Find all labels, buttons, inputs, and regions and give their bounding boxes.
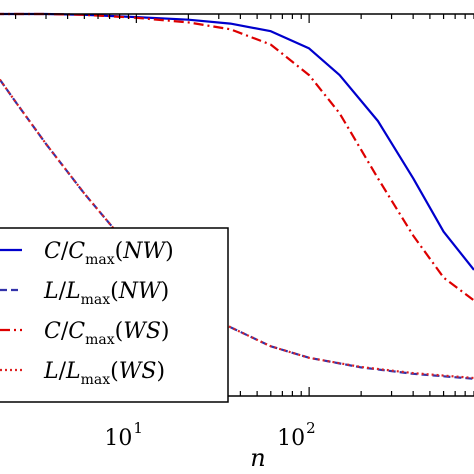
x-tick-label-1: 10 1	[104, 419, 143, 451]
x-tick-label-2: 10 2	[277, 419, 316, 451]
legend-label-1: C/Cmax(NW)	[44, 239, 174, 268]
x-axis-label: n	[250, 444, 265, 472]
series-line-3	[0, 12, 474, 302]
x-tick-base: 10	[104, 426, 132, 451]
legend: C/Cmax(NW) L/Lmax(NW) C/Cmax(WS) L/Lmax(WS)	[0, 227, 229, 403]
x-tick-exponent: 2	[306, 419, 316, 437]
legend-label-3: C/Cmax(WS)	[44, 319, 170, 348]
legend-box	[0, 227, 229, 403]
legend-label-2: L/Lmax(NW)	[43, 279, 169, 308]
legend-label-4: L/Lmax(WS)	[43, 359, 165, 388]
x-tick-base: 10	[277, 426, 305, 451]
x-tick-exponent: 1	[133, 419, 143, 437]
